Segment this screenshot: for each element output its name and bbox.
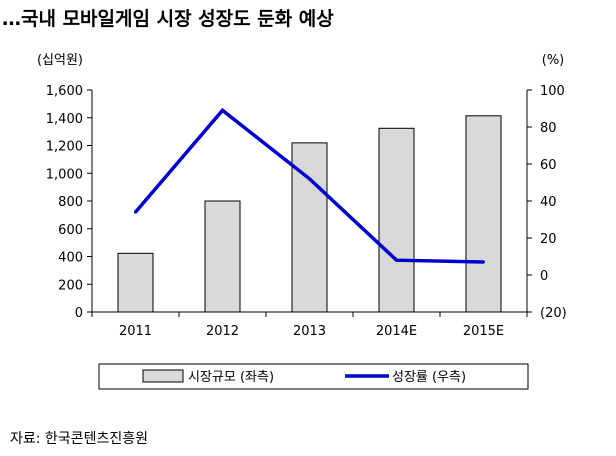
chart-title: …국내 모바일게임 시장 성장도 둔화 예상 — [2, 8, 334, 30]
right-tick-label: 40 — [540, 195, 557, 210]
source-note: 자료: 한국콘텐츠진흥원 — [10, 431, 148, 447]
x-tick-label: 2015E — [463, 324, 504, 339]
left-tick-label: 1,400 — [46, 112, 83, 127]
x-tick-label: 2011 — [119, 324, 152, 339]
line-point — [134, 210, 137, 214]
legend: 시장규모 (좌측) 성장률 (우측) — [98, 363, 529, 390]
bar — [465, 115, 502, 313]
left-tick-label: 1,600 — [46, 84, 83, 99]
right-tick-label: 80 — [540, 121, 557, 136]
bar-series — [117, 115, 502, 313]
x-tick-label: 2014E — [376, 324, 417, 339]
x-axis: 2011 2012 2013 2014E 2015E — [91, 311, 528, 339]
line-series — [134, 107, 485, 264]
right-axis-unit: (%) — [542, 53, 565, 68]
legend-bar-swatch — [142, 369, 184, 383]
right-axis: (20) 0 20 40 60 80 100 (%) — [526, 53, 567, 321]
line-point — [395, 258, 398, 262]
left-tick-label: 1,200 — [46, 140, 83, 155]
x-tick-label: 2013 — [293, 324, 326, 339]
line-point — [221, 108, 224, 112]
right-tick-label: (20) — [540, 306, 567, 321]
right-tick-label: 60 — [540, 158, 557, 173]
left-tick-label: 200 — [58, 278, 83, 293]
left-axis: 0 200 400 600 800 1,000 1,200 1,400 1,600 (십억원) — [37, 53, 93, 321]
x-tick-label: 2012 — [206, 324, 239, 339]
left-tick-label: 600 — [58, 223, 83, 238]
line-point — [482, 260, 485, 264]
left-tick-label: 1,000 — [46, 167, 83, 182]
left-axis-unit: (십억원) — [37, 53, 83, 68]
bar — [378, 127, 415, 313]
left-tick-label: 400 — [58, 251, 83, 266]
left-tick-label: 0 — [75, 306, 83, 321]
right-tick-label: 20 — [540, 232, 557, 247]
left-tick-label: 800 — [58, 195, 83, 210]
bar — [204, 200, 241, 313]
line-point — [308, 177, 311, 181]
legend-line-label: 성장률 (우측) — [392, 370, 466, 385]
legend-bar-label: 시장규모 (좌측) — [188, 370, 274, 385]
bar — [117, 252, 154, 313]
right-tick-label: 100 — [540, 84, 565, 99]
right-tick-label: 0 — [540, 269, 548, 284]
